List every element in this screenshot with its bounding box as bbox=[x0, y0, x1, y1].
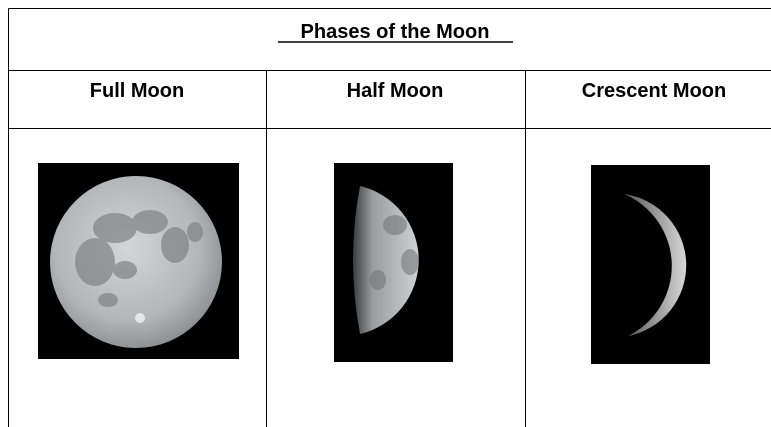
column-header: Full Moon bbox=[90, 80, 184, 102]
half-moon-image bbox=[334, 163, 453, 362]
table-title: Phases of the Moon bbox=[301, 21, 490, 43]
column-header: Half Moon bbox=[347, 80, 444, 102]
crescent-moon-image bbox=[591, 165, 710, 364]
table-grid bbox=[8, 8, 771, 427]
column-header: Crescent Moon bbox=[582, 80, 726, 102]
full-moon-image bbox=[38, 163, 239, 359]
